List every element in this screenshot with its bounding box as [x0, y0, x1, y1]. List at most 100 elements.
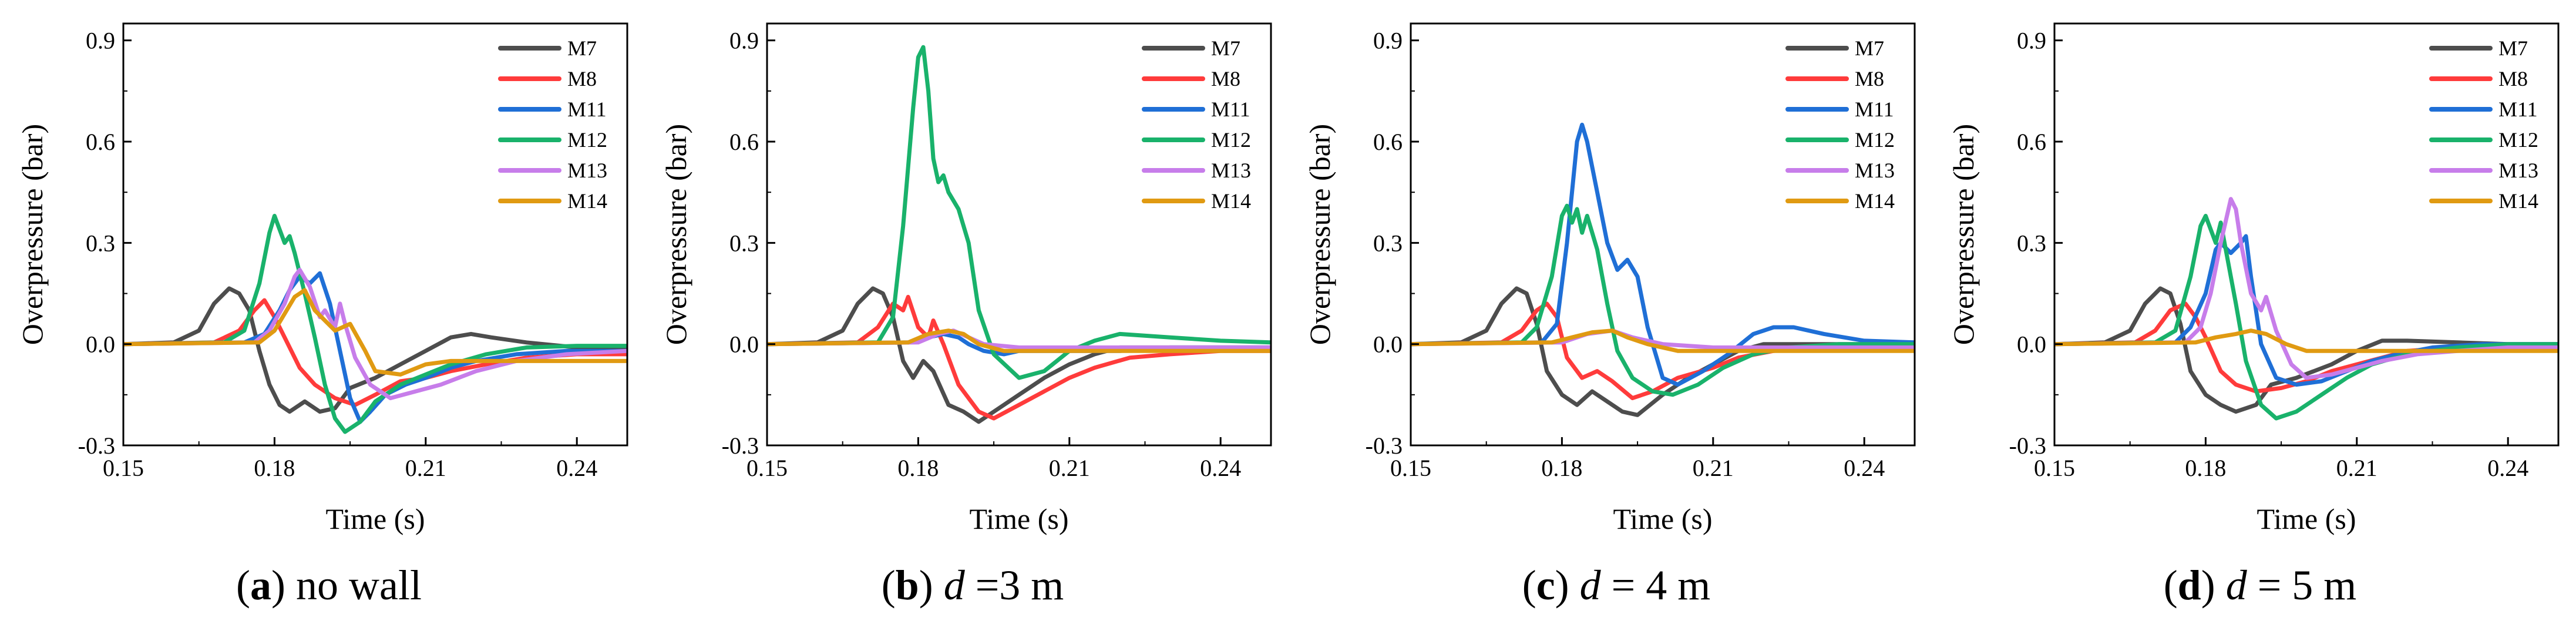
legend-label-m8: M8: [1855, 67, 1884, 90]
x-tick-label: 0.21: [2336, 455, 2377, 481]
y-tick-label: 0.3: [2017, 230, 2046, 256]
series-line-m7: [767, 286, 1271, 424]
legend-label-m7: M7: [1855, 36, 1884, 60]
chart-panel-a: 0.15 0.18 0.21 0.24 -0.3 0.0 0.3 0.6 0.9 Time (s)…: [16, 22, 628, 535]
caption-d: (d) d = 5 m: [2164, 562, 2357, 609]
legend-label-m7: M7: [567, 36, 597, 60]
x-axis-title: Time (s): [969, 502, 1068, 535]
x-tick-label: 0.24: [2487, 455, 2528, 481]
legend-label-m11: M11: [1855, 98, 1894, 121]
x-tick-label: 0.18: [2185, 455, 2226, 481]
y-tick-label: -0.3: [2009, 432, 2046, 459]
legend-label-m13: M13: [2498, 159, 2538, 182]
legend-label-m11: M11: [1211, 98, 1250, 121]
series-line-m14: [2054, 328, 2558, 353]
legend-label-m7: M7: [2498, 36, 2528, 60]
legend-label-m8: M8: [567, 67, 597, 90]
plot-frame: [122, 22, 628, 447]
series-line-m13: [123, 267, 627, 401]
y-tick-label: -0.3: [78, 432, 115, 459]
series-line-m14: [1411, 328, 1915, 353]
chart-panel-d: 0.15 0.18 0.21 0.24 -0.3 0.0 0.3 0.6 0.9 Time (s)…: [1947, 22, 2560, 535]
y-tick-label: 0.3: [86, 230, 115, 256]
series-line-m12: [767, 45, 1271, 380]
x-tick-label: 0.15: [103, 455, 144, 481]
y-axis-title: Overpressure (bar): [1947, 124, 1980, 345]
legend-label-m8: M8: [1211, 67, 1240, 90]
x-tick-label: 0.21: [1693, 455, 1734, 481]
legend-label-m7: M7: [1211, 36, 1240, 60]
plot-frame: [766, 22, 1272, 447]
y-tick-label: 0.0: [1373, 331, 1403, 358]
plot-frame: [2053, 22, 2560, 447]
y-axis-title: Overpressure (bar): [660, 124, 692, 345]
caption-b: (b) d =3 m: [882, 562, 1064, 609]
legend-label-m12: M12: [1855, 128, 1895, 152]
series-line-m11: [1411, 122, 1915, 387]
series-line-m11: [2054, 234, 2558, 387]
series-line-m14: [767, 328, 1271, 353]
chart-panel-b: 0.15 0.18 0.21 0.24 -0.3 0.0 0.3 0.6 0.9 Time (s)…: [660, 22, 1272, 535]
x-tick-label: 0.24: [1200, 455, 1241, 481]
series-group: [767, 45, 1271, 424]
legend-label-m14: M14: [567, 189, 607, 213]
x-tick-label: 0.15: [1390, 455, 1431, 481]
y-tick-label: 0.6: [2017, 129, 2046, 155]
legend-label-m11: M11: [2498, 98, 2538, 121]
caption-c: (c) d = 4 m: [1522, 562, 1711, 609]
y-tick-label: 0.9: [729, 28, 759, 54]
series-group: [1411, 122, 1915, 417]
x-axis-title: Time (s): [325, 502, 425, 535]
y-tick-label: 0.9: [1373, 28, 1403, 54]
x-tick-label: 0.18: [1541, 455, 1582, 481]
y-tick-label: 0.6: [729, 129, 759, 155]
legend-label-m12: M12: [1211, 128, 1251, 152]
series-line-m12: [1411, 203, 1915, 397]
x-tick-label: 0.18: [254, 455, 295, 481]
series-line-m7: [2054, 286, 2558, 414]
legend-label-m14: M14: [2498, 189, 2538, 213]
series-line-m7: [123, 286, 627, 414]
chart-panel-c: 0.15 0.18 0.21 0.24 -0.3 0.0 0.3 0.6 0.9 Time (s)…: [1303, 22, 1916, 535]
legend-label-m8: M8: [2498, 67, 2528, 90]
legend-label-m13: M13: [567, 159, 607, 182]
y-tick-label: 0.0: [2017, 331, 2046, 358]
plot-frame: [1410, 22, 1916, 447]
x-axis-title: Time (s): [2256, 502, 2356, 535]
legend-label-m12: M12: [567, 128, 607, 152]
y-tick-label: 0.3: [729, 230, 759, 256]
series-group: [123, 213, 627, 434]
y-tick-label: 0.6: [86, 129, 115, 155]
x-tick-label: 0.24: [556, 455, 597, 481]
caption-a: (a) no wall: [236, 562, 422, 609]
series-group: [2054, 197, 2558, 421]
legend-label-m13: M13: [1211, 159, 1251, 182]
x-axis-title: Time (s): [1613, 502, 1712, 535]
x-tick-label: 0.24: [1844, 455, 1885, 481]
y-tick-label: -0.3: [722, 432, 759, 459]
x-tick-label: 0.18: [897, 455, 939, 481]
x-tick-label: 0.21: [1049, 455, 1090, 481]
series-line-m8: [123, 298, 627, 407]
x-tick-label: 0.15: [746, 455, 788, 481]
legend-label-m13: M13: [1855, 159, 1895, 182]
legend-label-m14: M14: [1211, 189, 1251, 213]
y-tick-label: 0.0: [86, 331, 115, 358]
y-tick-label: 0.3: [1373, 230, 1403, 256]
y-tick-label: 0.6: [1373, 129, 1403, 155]
y-axis-title: Overpressure (bar): [16, 124, 49, 345]
legend-label-m11: M11: [567, 98, 607, 121]
series-line-m13: [2054, 197, 2558, 380]
y-tick-label: -0.3: [1366, 432, 1403, 459]
series-line-m12: [123, 213, 627, 434]
y-tick-label: 0.9: [86, 28, 115, 54]
series-line-m14: [123, 288, 627, 377]
legend-label-m14: M14: [1855, 189, 1895, 213]
x-tick-label: 0.15: [2034, 455, 2075, 481]
series-line-m12: [2054, 213, 2558, 421]
y-axis-title: Overpressure (bar): [1303, 124, 1336, 345]
legend-label-m12: M12: [2498, 128, 2538, 152]
series-line-m8: [767, 294, 1271, 421]
y-tick-label: 0.9: [2017, 28, 2046, 54]
